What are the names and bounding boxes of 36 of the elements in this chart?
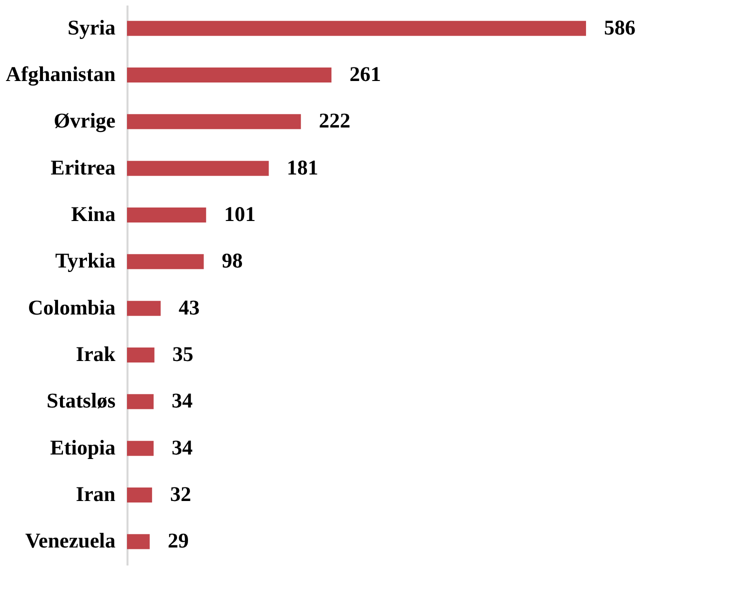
bar: [127, 208, 206, 222]
data-label: 34: [172, 435, 194, 460]
bar: [127, 114, 301, 130]
y-tick-label: Øvrige: [54, 108, 116, 133]
data-label: 98: [222, 248, 243, 273]
data-label: 34: [172, 388, 194, 413]
data-label: 32: [170, 482, 192, 506]
bar: [127, 394, 154, 410]
y-tick-label: Statsløs: [46, 388, 116, 413]
bar: [127, 300, 161, 316]
data-label: 35: [172, 342, 194, 366]
y-tick-label: Etiopia: [50, 435, 116, 460]
bar: [127, 534, 150, 550]
data-label: 43: [178, 295, 200, 320]
y-tick-label: Irak: [76, 342, 116, 366]
data-label: 101: [224, 202, 256, 226]
y-tick-label: Syria: [68, 15, 116, 40]
bar: [127, 488, 152, 502]
data-label: 222: [318, 108, 350, 133]
data-label: 586: [604, 15, 636, 40]
y-tick-label: Colombia: [28, 295, 116, 320]
data-label: 29: [168, 528, 189, 553]
bar: [127, 68, 332, 82]
data-label: 261: [349, 62, 381, 86]
y-tick-label: Iran: [76, 482, 116, 506]
bar: [127, 160, 269, 176]
y-tick-label: Kina: [71, 202, 116, 226]
y-tick-label: Tyrkia: [55, 248, 116, 273]
bar: [127, 440, 154, 456]
y-tick-label: Afghanistan: [6, 62, 116, 86]
bar: [127, 348, 154, 362]
y-tick-label: Eritrea: [50, 155, 116, 180]
bar: [127, 20, 586, 36]
data-label: 181: [286, 155, 318, 180]
bar: [127, 254, 204, 270]
y-tick-label: Venezuela: [25, 528, 116, 553]
